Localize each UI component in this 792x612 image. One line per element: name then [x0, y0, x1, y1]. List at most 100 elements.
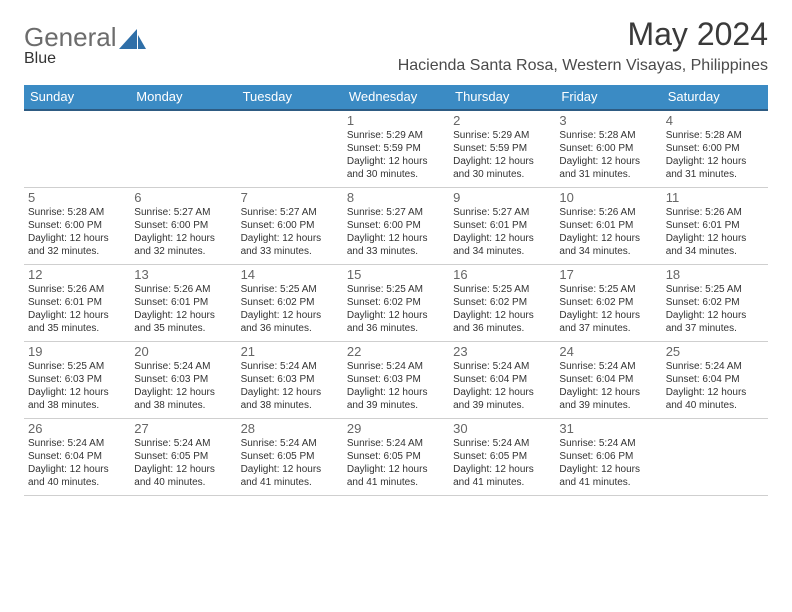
calendar-cell: 17Sunrise: 5:25 AMSunset: 6:02 PMDayligh… — [555, 265, 661, 341]
calendar-cell: 5Sunrise: 5:28 AMSunset: 6:00 PMDaylight… — [24, 188, 130, 264]
day-info: Sunrise: 5:25 AMSunset: 6:02 PMDaylight:… — [666, 283, 764, 335]
day-info: Sunrise: 5:27 AMSunset: 6:00 PMDaylight:… — [241, 206, 339, 258]
day-info: Sunrise: 5:24 AMSunset: 6:03 PMDaylight:… — [134, 360, 232, 412]
day-info: Sunrise: 5:28 AMSunset: 6:00 PMDaylight:… — [559, 129, 657, 181]
day-number: 16 — [453, 267, 551, 282]
day-number: 15 — [347, 267, 445, 282]
day-info: Sunrise: 5:29 AMSunset: 5:59 PMDaylight:… — [347, 129, 445, 181]
calendar-cell: 24Sunrise: 5:24 AMSunset: 6:04 PMDayligh… — [555, 342, 661, 418]
day-info: Sunrise: 5:26 AMSunset: 6:01 PMDaylight:… — [28, 283, 126, 335]
day-number: 19 — [28, 344, 126, 359]
day-number: 4 — [666, 113, 764, 128]
day-info: Sunrise: 5:27 AMSunset: 6:00 PMDaylight:… — [134, 206, 232, 258]
day-info: Sunrise: 5:27 AMSunset: 6:00 PMDaylight:… — [347, 206, 445, 258]
day-info: Sunrise: 5:27 AMSunset: 6:01 PMDaylight:… — [453, 206, 551, 258]
day-number: 8 — [347, 190, 445, 205]
calendar-cell: 14Sunrise: 5:25 AMSunset: 6:02 PMDayligh… — [237, 265, 343, 341]
calendar-cell — [237, 111, 343, 187]
calendar-cell: 16Sunrise: 5:25 AMSunset: 6:02 PMDayligh… — [449, 265, 555, 341]
day-header: Sunday — [24, 85, 130, 109]
calendar-week: 19Sunrise: 5:25 AMSunset: 6:03 PMDayligh… — [24, 342, 768, 418]
day-info: Sunrise: 5:28 AMSunset: 6:00 PMDaylight:… — [666, 129, 764, 181]
day-number: 13 — [134, 267, 232, 282]
day-number: 5 — [28, 190, 126, 205]
calendar-cell: 21Sunrise: 5:24 AMSunset: 6:03 PMDayligh… — [237, 342, 343, 418]
day-info: Sunrise: 5:24 AMSunset: 6:04 PMDaylight:… — [666, 360, 764, 412]
day-number: 25 — [666, 344, 764, 359]
calendar-week: 1Sunrise: 5:29 AMSunset: 5:59 PMDaylight… — [24, 111, 768, 187]
calendar-cell: 28Sunrise: 5:24 AMSunset: 6:05 PMDayligh… — [237, 419, 343, 495]
day-number: 14 — [241, 267, 339, 282]
day-info: Sunrise: 5:25 AMSunset: 6:02 PMDaylight:… — [241, 283, 339, 335]
day-number: 11 — [666, 190, 764, 205]
calendar-cell — [130, 111, 236, 187]
day-number: 27 — [134, 421, 232, 436]
calendar-cell: 13Sunrise: 5:26 AMSunset: 6:01 PMDayligh… — [130, 265, 236, 341]
day-info: Sunrise: 5:25 AMSunset: 6:02 PMDaylight:… — [347, 283, 445, 335]
day-info: Sunrise: 5:24 AMSunset: 6:04 PMDaylight:… — [559, 360, 657, 412]
calendar-cell: 4Sunrise: 5:28 AMSunset: 6:00 PMDaylight… — [662, 111, 768, 187]
day-number: 21 — [241, 344, 339, 359]
calendar-cell: 2Sunrise: 5:29 AMSunset: 5:59 PMDaylight… — [449, 111, 555, 187]
day-info: Sunrise: 5:24 AMSunset: 6:03 PMDaylight:… — [241, 360, 339, 412]
day-number: 1 — [347, 113, 445, 128]
day-info: Sunrise: 5:24 AMSunset: 6:04 PMDaylight:… — [28, 437, 126, 489]
day-number: 31 — [559, 421, 657, 436]
day-number: 12 — [28, 267, 126, 282]
day-number: 10 — [559, 190, 657, 205]
day-info: Sunrise: 5:25 AMSunset: 6:02 PMDaylight:… — [559, 283, 657, 335]
day-info: Sunrise: 5:26 AMSunset: 6:01 PMDaylight:… — [134, 283, 232, 335]
calendar-cell — [24, 111, 130, 187]
day-header: Monday — [130, 85, 236, 109]
calendar-table: SundayMondayTuesdayWednesdayThursdayFrid… — [24, 85, 768, 496]
day-number: 28 — [241, 421, 339, 436]
calendar-cell: 23Sunrise: 5:24 AMSunset: 6:04 PMDayligh… — [449, 342, 555, 418]
calendar-cell: 8Sunrise: 5:27 AMSunset: 6:00 PMDaylight… — [343, 188, 449, 264]
day-info: Sunrise: 5:24 AMSunset: 6:04 PMDaylight:… — [453, 360, 551, 412]
day-info: Sunrise: 5:24 AMSunset: 6:05 PMDaylight:… — [241, 437, 339, 489]
day-header: Thursday — [449, 85, 555, 109]
day-number: 2 — [453, 113, 551, 128]
day-header-row: SundayMondayTuesdayWednesdayThursdayFrid… — [24, 85, 768, 109]
day-header: Friday — [555, 85, 661, 109]
calendar-cell: 12Sunrise: 5:26 AMSunset: 6:01 PMDayligh… — [24, 265, 130, 341]
calendar-cell: 7Sunrise: 5:27 AMSunset: 6:00 PMDaylight… — [237, 188, 343, 264]
calendar-cell: 29Sunrise: 5:24 AMSunset: 6:05 PMDayligh… — [343, 419, 449, 495]
calendar-cell: 27Sunrise: 5:24 AMSunset: 6:05 PMDayligh… — [130, 419, 236, 495]
calendar-cell: 1Sunrise: 5:29 AMSunset: 5:59 PMDaylight… — [343, 111, 449, 187]
calendar-cell: 19Sunrise: 5:25 AMSunset: 6:03 PMDayligh… — [24, 342, 130, 418]
location-subtitle: Hacienda Santa Rosa, Western Visayas, Ph… — [398, 57, 768, 75]
day-number: 18 — [666, 267, 764, 282]
day-number: 17 — [559, 267, 657, 282]
day-number: 7 — [241, 190, 339, 205]
day-number: 23 — [453, 344, 551, 359]
calendar-cell: 18Sunrise: 5:25 AMSunset: 6:02 PMDayligh… — [662, 265, 768, 341]
day-number: 26 — [28, 421, 126, 436]
calendar-cell: 9Sunrise: 5:27 AMSunset: 6:01 PMDaylight… — [449, 188, 555, 264]
day-header: Wednesday — [343, 85, 449, 109]
day-number: 20 — [134, 344, 232, 359]
day-number: 24 — [559, 344, 657, 359]
day-info: Sunrise: 5:24 AMSunset: 6:05 PMDaylight:… — [347, 437, 445, 489]
calendar-cell: 11Sunrise: 5:26 AMSunset: 6:01 PMDayligh… — [662, 188, 768, 264]
day-info: Sunrise: 5:26 AMSunset: 6:01 PMDaylight:… — [666, 206, 764, 258]
brand-word-1: General — [24, 24, 117, 50]
day-number: 22 — [347, 344, 445, 359]
day-number: 9 — [453, 190, 551, 205]
day-info: Sunrise: 5:24 AMSunset: 6:03 PMDaylight:… — [347, 360, 445, 412]
day-info: Sunrise: 5:29 AMSunset: 5:59 PMDaylight:… — [453, 129, 551, 181]
day-info: Sunrise: 5:24 AMSunset: 6:06 PMDaylight:… — [559, 437, 657, 489]
day-info: Sunrise: 5:28 AMSunset: 6:00 PMDaylight:… — [28, 206, 126, 258]
calendar-cell: 25Sunrise: 5:24 AMSunset: 6:04 PMDayligh… — [662, 342, 768, 418]
day-info: Sunrise: 5:24 AMSunset: 6:05 PMDaylight:… — [134, 437, 232, 489]
calendar-cell: 20Sunrise: 5:24 AMSunset: 6:03 PMDayligh… — [130, 342, 236, 418]
calendar-cell — [662, 419, 768, 495]
calendar-cell: 10Sunrise: 5:26 AMSunset: 6:01 PMDayligh… — [555, 188, 661, 264]
day-number: 30 — [453, 421, 551, 436]
calendar-week: 12Sunrise: 5:26 AMSunset: 6:01 PMDayligh… — [24, 265, 768, 341]
calendar-cell: 31Sunrise: 5:24 AMSunset: 6:06 PMDayligh… — [555, 419, 661, 495]
calendar-cell: 22Sunrise: 5:24 AMSunset: 6:03 PMDayligh… — [343, 342, 449, 418]
calendar-cell: 30Sunrise: 5:24 AMSunset: 6:05 PMDayligh… — [449, 419, 555, 495]
brand-logo: General Blue — [24, 16, 147, 68]
brand-word-2: Blue — [24, 50, 147, 68]
